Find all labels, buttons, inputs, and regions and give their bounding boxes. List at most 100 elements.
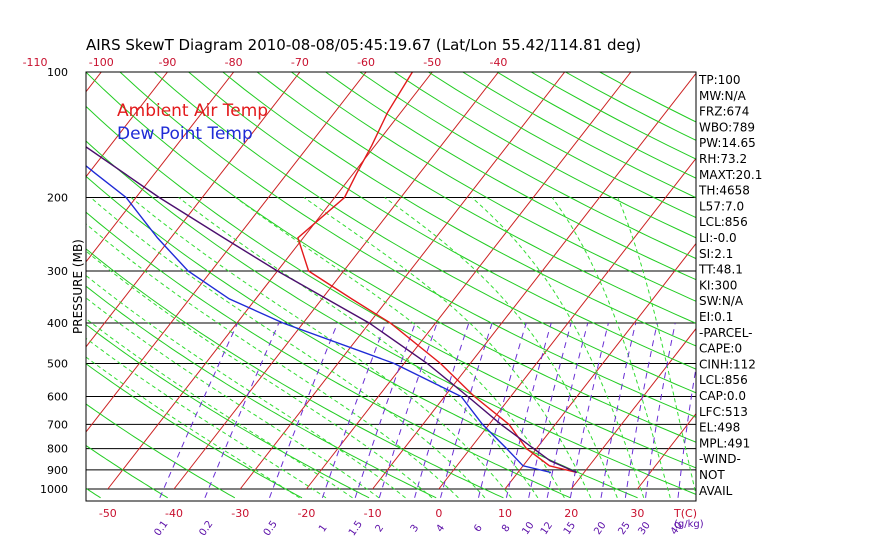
pressure-tick-label: 300 [47, 265, 68, 278]
isotherm-line [0, 72, 35, 489]
top-temp-tick-label: -80 [225, 56, 243, 69]
pressure-tick-label: 800 [47, 443, 68, 456]
bottom-temp-tick-label: 0 [435, 507, 442, 520]
temp-axis-unit: T(C) [673, 507, 697, 520]
index-entry: CAP:0.0 [699, 389, 746, 403]
isotherm-line [372, 72, 696, 490]
index-entry: LCL:856 [699, 215, 748, 229]
mixing-ratio-line [624, 322, 658, 498]
mixing-ratio-tick-label: 0.2 [197, 519, 215, 538]
index-entry: MPL:491 [699, 436, 750, 450]
legend-ambient-air-temp: Ambient Air Temp [117, 101, 268, 121]
mixing-ratio-tick-label: 3 [409, 523, 422, 535]
moist-adiabat-line [86, 223, 459, 499]
chart-title: AIRS SkewT Diagram 2010-08-08/05:45:19.6… [86, 36, 641, 54]
index-entry: -WIND- [699, 452, 741, 466]
dry-adiabat-line [86, 363, 303, 499]
top-temperature-tick-labels: -120-110-100-90-80-70-60-50-40 [23, 56, 508, 69]
mixing-ratio-line [505, 322, 552, 498]
isotherm-line [770, 72, 870, 489]
mixing-ratio-line [569, 322, 609, 498]
dry-adiabat-line [86, 444, 168, 499]
moist-adiabat-line [86, 297, 380, 499]
mixing-ratio-tick-label: 0.1 [152, 519, 170, 538]
index-entry: RH:73.2 [699, 152, 747, 166]
index-entry: SI:2.1 [699, 247, 733, 261]
mixing-ratio-tick-label: 1 [317, 523, 330, 535]
plot-area [0, 72, 870, 499]
mixing-ratio-unit: (g/kg) [674, 519, 704, 530]
dry-adiabat-line [119, 72, 696, 418]
moist-adiabat-line [384, 197, 618, 498]
y-axis-label: PRESSURE (MB) [71, 239, 85, 334]
index-entry: EI:0.1 [699, 310, 733, 324]
plot-frame [85, 71, 697, 502]
series-line-parcel [86, 146, 578, 474]
moist-adiabat-line [551, 197, 671, 498]
isotherm-line [438, 157, 696, 490]
dry-adiabat-line [86, 175, 638, 499]
dry-adiabat-line [256, 72, 696, 324]
dry-adiabat-line [222, 72, 696, 347]
mixing-ratio-line [528, 322, 572, 498]
index-entry: TT:48.1 [698, 263, 743, 277]
dry-adiabat-line [325, 72, 696, 281]
pressure-tick-label: 200 [47, 192, 68, 205]
moist-adiabat-line [90, 197, 486, 499]
legend-dew-point-temp: Dew Point Temp [117, 124, 253, 144]
mixing-ratio-tick-label: 20 [592, 520, 608, 537]
index-entry: NOT [699, 468, 725, 482]
dry-adiabat-line [291, 72, 696, 302]
dry-adiabat-line [86, 72, 696, 443]
mixing-ratio-line [321, 322, 387, 498]
index-entry: LCL:856 [699, 373, 748, 387]
mixing-ratio-tick-label: 15 [562, 520, 578, 537]
moist-adiabat-lines [86, 197, 696, 499]
dry-adiabat-line [359, 72, 696, 260]
mixing-ratio-line [440, 322, 493, 498]
index-entry: KI:300 [699, 278, 737, 292]
index-entry: CAPE:0 [699, 342, 742, 356]
bottom-temp-tick-label: -10 [364, 507, 382, 520]
bottom-temp-tick-label: -30 [231, 507, 249, 520]
mixing-ratio-line [677, 365, 696, 498]
sounding-series [86, 72, 578, 474]
bottom-temp-tick-label: -20 [297, 507, 315, 520]
bottom-temperature-tick-labels: -50 -40 -30 -20 -10 0 10 20 30 [99, 507, 645, 520]
isotherm-line [86, 72, 301, 348]
mixing-ratio-tick-label: 12 [539, 520, 555, 537]
pressure-tick-label: 500 [47, 357, 68, 370]
mixing-ratio-line [645, 323, 676, 498]
mixing-ratio-line [478, 322, 527, 498]
top-temp-tick-label: -60 [357, 56, 375, 69]
isotherm-line [570, 327, 696, 490]
isotherm-line [504, 242, 696, 490]
pressure-tick-label: 700 [47, 418, 68, 431]
top-temp-tick-label: -90 [158, 56, 176, 69]
dry-adiabat-line [86, 105, 696, 469]
mixing-ratio-line [354, 322, 416, 498]
bottom-temp-tick-label: -40 [165, 507, 183, 520]
index-entry: TH:4658 [698, 184, 750, 198]
moist-adiabat-line [86, 356, 300, 499]
index-entry: MAXT:20.1 [699, 168, 762, 182]
index-entry: WBO:789 [699, 120, 755, 134]
mixing-ratio-tick-label: 10 [520, 520, 536, 537]
top-temp-tick-label: -100 [89, 56, 114, 69]
mixing-ratio-line [414, 322, 470, 498]
dry-adiabat-lines [86, 72, 696, 499]
mixing-ratio-tick-labels: 0.1 0.2 0.5 1 1.5 2 3 4 6 8 10 12 15 20 25 30 40 [152, 519, 685, 538]
index-entry: AVAIL [699, 484, 733, 498]
moist-adiabat-line [303, 197, 592, 499]
index-entry: PW:14.65 [699, 136, 756, 150]
mixing-ratio-line [546, 322, 589, 498]
dry-adiabat-line [86, 248, 504, 499]
pressure-tick-label: 400 [47, 317, 68, 330]
mixing-ratio-tick-label: 4 [435, 523, 448, 535]
top-temp-tick-label: -70 [291, 56, 309, 69]
pressure-tick-label: 600 [47, 390, 68, 403]
top-temp-tick-label: -50 [423, 56, 441, 69]
mixing-ratio-tick-label: 8 [500, 523, 513, 535]
dry-adiabat-line [188, 72, 696, 370]
